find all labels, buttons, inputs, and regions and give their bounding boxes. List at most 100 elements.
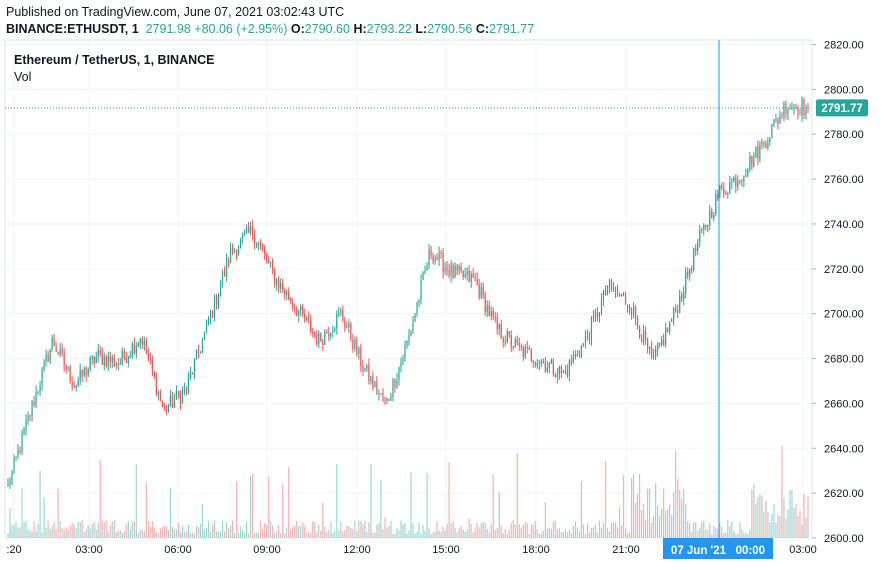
candle-body — [61, 348, 63, 354]
price-tick-label: 2640.00 — [824, 443, 864, 455]
crosshair-time-label: 07 Jun '21 00:00 — [671, 545, 765, 557]
volume-bar — [278, 525, 280, 538]
volume-bar — [326, 532, 328, 538]
volume-bar — [179, 532, 182, 538]
symbol-label: BINANCE:ETHUSDT, 1 — [6, 22, 139, 36]
volume-bar — [320, 530, 322, 538]
candle-body — [177, 391, 180, 395]
candle-body — [276, 279, 278, 285]
candle-body — [77, 380, 79, 386]
volume-bar — [552, 521, 554, 538]
volume-bar — [93, 522, 95, 538]
candle-body — [97, 350, 99, 357]
candle-body — [779, 115, 781, 124]
candle-body — [440, 251, 442, 254]
volume-bar — [769, 522, 771, 538]
candle-body — [205, 322, 208, 333]
volume-bar — [65, 527, 67, 538]
candle-body — [358, 347, 360, 354]
volume-bar — [344, 529, 346, 538]
volume-bar — [450, 523, 452, 538]
volume-bar — [284, 533, 286, 538]
candle-body — [262, 245, 264, 249]
volume-bar — [646, 489, 649, 538]
candle-body — [398, 367, 400, 380]
volume-bar — [394, 533, 396, 538]
plot-frame — [4, 39, 813, 539]
candle-body — [675, 308, 677, 312]
volume-bar — [582, 524, 585, 538]
volume-bar — [420, 533, 422, 538]
candle-body — [360, 347, 362, 366]
candle-body — [43, 360, 45, 369]
candle-body — [554, 373, 556, 378]
candle-body — [741, 180, 743, 182]
open-value: 2790.60 — [304, 22, 350, 36]
candle-body — [67, 366, 69, 370]
volume-bar — [538, 533, 540, 538]
candle-body — [634, 307, 637, 319]
volume-bar — [478, 527, 480, 538]
candle-body — [773, 119, 775, 126]
candle-body — [366, 364, 368, 369]
volume-bar — [486, 528, 488, 538]
volume-bar — [348, 526, 350, 538]
volume-bar — [765, 500, 767, 538]
volume-bar — [105, 520, 107, 538]
volume-bar — [304, 525, 306, 538]
volume-bar — [141, 530, 143, 538]
volume-bar — [390, 521, 392, 538]
candle-body — [324, 331, 326, 345]
candle-body — [703, 224, 705, 230]
volume-bar — [721, 526, 723, 538]
volume-bar — [677, 479, 679, 538]
candle-body — [308, 317, 310, 321]
candle-body — [494, 317, 496, 319]
candle-body — [388, 398, 390, 401]
volume-bar — [330, 522, 332, 538]
volume-bar — [328, 530, 330, 538]
candle-body — [13, 457, 15, 471]
candle-body — [482, 287, 484, 295]
candle-body — [506, 331, 508, 342]
volume-bar — [739, 522, 741, 538]
candle-body — [147, 353, 149, 359]
volume-bar — [157, 532, 159, 538]
candle-body — [697, 242, 699, 252]
candle-body — [21, 432, 23, 453]
candle-body — [420, 280, 422, 300]
candle-body — [665, 328, 667, 345]
candle-body — [502, 338, 504, 342]
volume-bar — [675, 451, 677, 538]
volume-bar — [49, 528, 51, 538]
volume-bar — [554, 521, 556, 538]
candle-body — [209, 313, 212, 322]
volume-bar — [773, 503, 775, 538]
volume-bar — [502, 533, 504, 538]
candle-body — [524, 346, 526, 358]
volume-bar — [197, 527, 200, 538]
volume-bar — [480, 523, 482, 538]
candle-body — [685, 271, 687, 293]
candle-body — [137, 343, 139, 347]
volume-bar — [767, 511, 769, 538]
candle-body — [11, 470, 13, 484]
volume-bar — [534, 521, 536, 538]
candle-body — [71, 382, 73, 387]
candle-body — [123, 351, 125, 358]
volume-bar — [223, 531, 226, 538]
candle-body — [39, 385, 41, 392]
open-label: O: — [290, 22, 305, 36]
volume-bar — [707, 529, 709, 538]
candle-body — [316, 334, 318, 344]
candle-body — [528, 347, 530, 350]
published-line: Published on TradingView.com, June 07, 2… — [6, 5, 345, 19]
candle-body — [312, 332, 314, 334]
volume-bar — [286, 527, 288, 538]
volume-bar — [448, 462, 450, 538]
volume-bar — [155, 532, 157, 538]
volume-bar — [542, 530, 544, 538]
candle-body — [472, 273, 474, 278]
candle-body — [452, 264, 454, 278]
